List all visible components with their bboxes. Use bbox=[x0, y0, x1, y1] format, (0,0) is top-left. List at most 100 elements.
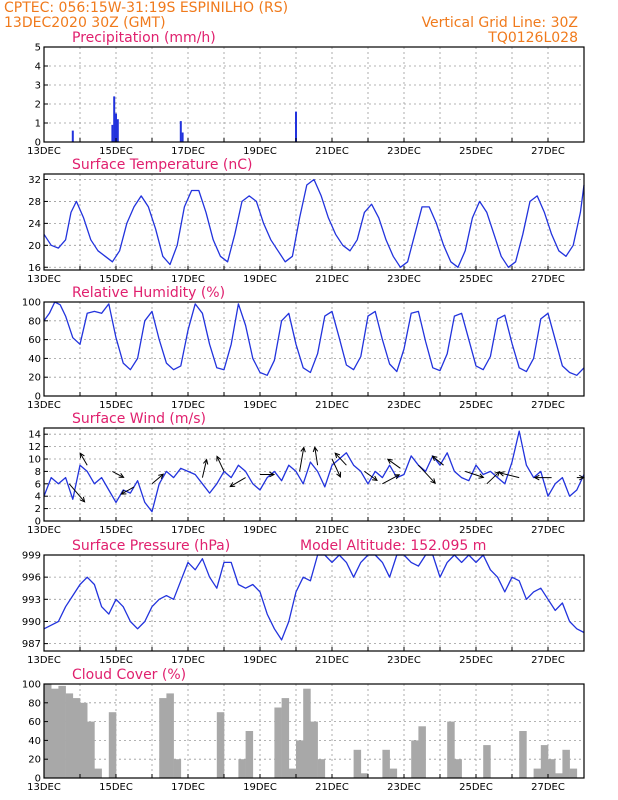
header-right2: TQ0126L028 bbox=[487, 30, 578, 46]
x-tick-label: 13DEC bbox=[27, 400, 61, 411]
x-tick-label: 25DEC bbox=[459, 782, 493, 793]
cloud-bar bbox=[173, 759, 182, 778]
x-tick-label: 17DEC bbox=[171, 274, 205, 285]
y-tick-label: 2 bbox=[35, 100, 41, 111]
precip-bar bbox=[295, 111, 297, 142]
precip-title: Precipitation (mm/h) bbox=[72, 30, 216, 46]
wind-arrowhead bbox=[334, 452, 341, 459]
wind-vector bbox=[299, 447, 305, 472]
rh-frame bbox=[43, 301, 585, 397]
x-tick-label: 21DEC bbox=[315, 274, 349, 285]
wind-title: Surface Wind (m/s) bbox=[72, 411, 206, 427]
x-tick-label: 15DEC bbox=[99, 525, 133, 536]
press-title: Surface Pressure (hPa) bbox=[72, 538, 230, 554]
model-altitude-label: Model Altitude: 152.095 m bbox=[300, 538, 486, 554]
y-tick-label: 40 bbox=[28, 736, 41, 747]
precip-bar bbox=[181, 132, 184, 142]
x-tick-label: 19DEC bbox=[243, 655, 277, 666]
y-tick-label: 20 bbox=[28, 241, 41, 252]
cloud-bar bbox=[310, 721, 318, 778]
x-tick-label: 15DEC bbox=[99, 400, 133, 411]
x-tick-label: 23DEC bbox=[387, 782, 421, 793]
precip-frame bbox=[43, 46, 585, 143]
wind-arrowhead bbox=[216, 455, 222, 462]
x-tick-label: 13DEC bbox=[27, 525, 61, 536]
x-tick-label: 15DEC bbox=[99, 274, 133, 285]
x-tick-label: 19DEC bbox=[243, 782, 277, 793]
cloud-bar bbox=[94, 768, 102, 778]
panel-precip: Precipitation (mm/h) 0 1 2 3 4 5 13DEC 15DEC 17DE… bbox=[27, 30, 585, 157]
x-tick-label: 19DEC bbox=[243, 400, 277, 411]
y-tick-label: 28 bbox=[28, 197, 41, 208]
press-frame bbox=[43, 554, 585, 652]
cloud-bar bbox=[44, 684, 52, 778]
y-tick-label: 4 bbox=[35, 492, 41, 503]
y-tick-label: 80 bbox=[28, 316, 41, 327]
panel-cloud: Cloud Cover (%) 0 20 40 60 80 100 13DEC 15DEC 17D… bbox=[22, 667, 585, 793]
panel-rh: Relative Humidity (%) 0 20 40 60 80 100 13DEC 15… bbox=[22, 285, 585, 411]
wind-vector bbox=[229, 477, 246, 488]
x-tick-label: 27DEC bbox=[531, 782, 565, 793]
y-tick-label: 100 bbox=[22, 298, 41, 309]
x-tick-label: 13DEC bbox=[27, 146, 61, 157]
cloud-bar bbox=[281, 698, 290, 778]
y-tick-label: 2 bbox=[35, 504, 41, 515]
rh-title: Relative Humidity (%) bbox=[72, 285, 225, 301]
y-tick-label: 996 bbox=[22, 573, 41, 584]
wind-arrowhead bbox=[372, 475, 378, 482]
precip-bar bbox=[179, 121, 182, 142]
wind-frame bbox=[43, 427, 585, 522]
x-tick-label: 21DEC bbox=[315, 525, 349, 536]
header-line2: 13DEC2020 30Z (GMT) bbox=[4, 15, 166, 31]
x-tick-label: 19DEC bbox=[243, 274, 277, 285]
x-tick-label: 17DEC bbox=[171, 782, 205, 793]
wind-vector bbox=[499, 472, 520, 479]
x-tick-label: 15DEC bbox=[99, 655, 133, 666]
wind-vector bbox=[79, 452, 88, 466]
cloud-bar bbox=[108, 712, 117, 778]
x-tick-label: 19DEC bbox=[243, 525, 277, 536]
y-tick-label: 987 bbox=[22, 639, 41, 650]
wind-arrowhead bbox=[300, 446, 306, 453]
y-tick-label: 12 bbox=[28, 442, 41, 453]
wind-vector bbox=[334, 452, 347, 466]
cloud-bar bbox=[216, 712, 225, 778]
header-right1: Vertical Grid Line: 30Z bbox=[422, 15, 578, 31]
precip-bar bbox=[115, 113, 117, 142]
wind-vector bbox=[68, 483, 85, 503]
x-tick-label: 27DEC bbox=[531, 146, 565, 157]
cloud-bar bbox=[65, 693, 74, 778]
y-tick-label: 990 bbox=[22, 617, 41, 628]
x-tick-label: 13DEC bbox=[27, 655, 61, 666]
y-tick-label: 32 bbox=[28, 175, 41, 186]
y-tick-label: 20 bbox=[28, 373, 41, 384]
wind-vector bbox=[331, 458, 341, 478]
wind-arrowhead bbox=[203, 458, 209, 465]
cloud-bar bbox=[317, 759, 326, 778]
wind-arrowhead bbox=[79, 452, 85, 459]
wind-arrowhead bbox=[478, 473, 485, 479]
x-tick-label: 23DEC bbox=[387, 146, 421, 157]
cloud-bar bbox=[519, 731, 527, 778]
cloud-bar bbox=[548, 759, 556, 778]
wind-arrowhead bbox=[533, 474, 540, 481]
wind-vector bbox=[486, 471, 500, 485]
y-tick-label: 999 bbox=[22, 551, 41, 562]
cloud-bar bbox=[80, 702, 88, 778]
x-tick-label: 13DEC bbox=[27, 782, 61, 793]
wind-arrowhead bbox=[494, 471, 501, 477]
x-tick-label: 21DEC bbox=[315, 146, 349, 157]
cloud-bar bbox=[540, 745, 549, 778]
wind-vector bbox=[151, 473, 164, 485]
y-tick-label: 1 bbox=[35, 119, 41, 130]
cloud-bar bbox=[382, 749, 390, 778]
precip-bar bbox=[71, 130, 74, 142]
wind-vector bbox=[418, 464, 436, 484]
press-series-line bbox=[43, 554, 585, 641]
cloud-bar bbox=[447, 721, 455, 778]
x-tick-label: 21DEC bbox=[315, 782, 349, 793]
x-tick-label: 13DEC bbox=[27, 274, 61, 285]
wind-arrowhead bbox=[498, 471, 505, 477]
header-line1: CPTEC: 056:15W-31:19S ESPINILHO (RS) bbox=[4, 0, 288, 16]
wind-arrowhead bbox=[229, 482, 236, 488]
